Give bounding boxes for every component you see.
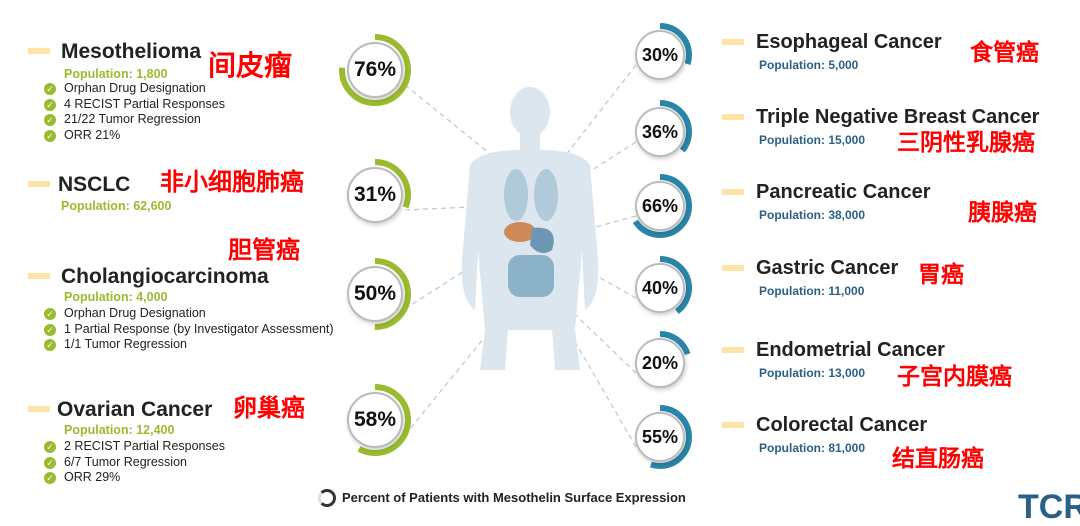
ring-icon	[318, 489, 336, 507]
bullet-text: 4 RECIST Partial Responses	[64, 96, 225, 111]
check-icon: ✓	[44, 456, 56, 469]
label-bar	[722, 265, 744, 271]
percent-circle: 76%	[347, 42, 403, 98]
chinese-label: 胃癌	[918, 262, 964, 288]
progress-ring	[339, 384, 411, 456]
chinese-label: 三阴性乳腺癌	[897, 130, 1035, 156]
check-icon: ✓	[44, 98, 56, 111]
percent-circle: 20%	[635, 338, 685, 388]
bullet-item: ✓ ORR 29%	[44, 470, 120, 486]
chinese-label: 结直肠癌	[892, 446, 984, 472]
progress-ring	[339, 159, 411, 231]
label-bar	[28, 406, 50, 412]
logo: TCR	[1018, 488, 1080, 526]
percent-circle: 31%	[347, 167, 403, 223]
population: Population: 11,000	[759, 284, 865, 298]
cancer-name: Cholangiocarcinoma	[61, 265, 269, 288]
organs-icon	[504, 169, 558, 297]
bullet-item: ✓ 21/22 Tumor Regression	[44, 112, 201, 128]
population: Population: 12,400	[64, 423, 175, 437]
bullet-item: ✓ 1 Partial Response (by Investigator Ass…	[44, 322, 334, 338]
percent-circle: 40%	[635, 263, 685, 313]
bullet-text: Orphan Drug Designation	[64, 81, 206, 95]
cancer-name: Endometrial Cancer	[756, 339, 945, 361]
bullet-text: Orphan Drug Designation	[64, 306, 206, 320]
check-icon: ✓	[44, 441, 56, 453]
population: Population: 5,000	[759, 58, 859, 72]
cancer-name: Ovarian Cancer	[57, 398, 213, 421]
check-icon: ✓	[44, 472, 56, 485]
bullet-item: ✓ Orphan Drug Designation	[44, 306, 206, 322]
percent-circle: 30%	[635, 30, 685, 80]
progress-ring	[628, 174, 692, 238]
label-bar	[722, 189, 744, 195]
cancer-name: Gastric Cancer	[756, 257, 899, 279]
check-icon: ✓	[44, 129, 56, 142]
cancer-name: Esophageal Cancer	[756, 31, 942, 53]
progress-ring	[339, 258, 411, 330]
body-diagram	[339, 23, 692, 469]
population: Population: 13,000	[759, 366, 866, 380]
legend: Percent of Patients with Mesothelin Surf…	[318, 489, 686, 507]
label-bar	[722, 422, 744, 428]
bullet-text: 21/22 Tumor Regression	[64, 112, 201, 127]
percent-circle: 58%	[347, 392, 403, 448]
chinese-label: 胆管癌	[228, 236, 300, 264]
bullet-text: 2 RECIST Partial Responses	[64, 439, 225, 453]
label-bar	[28, 181, 50, 187]
bullet-item: ✓ Orphan Drug Designation	[44, 81, 206, 97]
bullet-item: ✓ 4 RECIST Partial Responses	[44, 97, 225, 113]
cancer-name: NSCLC	[58, 173, 131, 196]
percent-circle: 36%	[635, 107, 685, 157]
cancer-name: Mesothelioma	[61, 40, 202, 63]
check-icon: ✓	[44, 323, 56, 336]
population: Population: 1,800	[64, 67, 168, 81]
chinese-label: 子宫内膜癌	[897, 364, 1012, 390]
bullet-text: 6/7 Tumor Regression	[64, 454, 187, 469]
percent-circle: 55%	[635, 412, 685, 462]
label-bar	[28, 48, 50, 54]
connector-line	[404, 234, 521, 310]
connector-line	[544, 289, 637, 448]
bullet-item: ✓ ORR 21%	[44, 128, 120, 144]
bullet-item: ✓ 2 RECIST Partial Responses	[44, 439, 225, 455]
legend-text: Percent of Patients with Mesothelin Surf…	[342, 490, 686, 505]
percent-circle: 50%	[347, 266, 403, 322]
bullet-text: 1/1 Tumor Regression	[64, 337, 187, 352]
percent-circle: 66%	[635, 181, 685, 231]
population: Population: 38,000	[759, 208, 866, 222]
progress-ring	[628, 100, 692, 164]
label-bar	[28, 273, 50, 279]
label-bar	[722, 347, 744, 353]
check-icon: ✓	[44, 114, 56, 127]
chinese-label: 非小细胞肺癌	[160, 168, 304, 196]
population: Population: 4,000	[64, 290, 168, 304]
cancer-name: Triple Negative Breast Cancer	[756, 106, 1040, 128]
bullet-item: ✓ 1/1 Tumor Regression	[44, 337, 187, 353]
chinese-label: 食管癌	[970, 40, 1039, 66]
progress-ring	[628, 405, 692, 469]
cancer-name: Colorectal Cancer	[756, 414, 928, 436]
bullet-text: ORR 21%	[64, 127, 121, 142]
chinese-label: 胰腺癌	[968, 200, 1037, 226]
check-icon: ✓	[44, 308, 56, 320]
cancer-name: Pancreatic Cancer	[756, 181, 931, 203]
progress-ring	[628, 256, 692, 320]
check-icon: ✓	[44, 339, 56, 352]
bullet-text: 1 Partial Response (by Investigator Asse…	[64, 321, 334, 336]
progress-ring	[628, 23, 692, 87]
progress-ring	[628, 331, 692, 395]
label-bar	[722, 114, 744, 120]
bullet-text: ORR 29%	[64, 470, 121, 485]
population: Population: 62,600	[61, 199, 172, 213]
chinese-label: 卵巢癌	[233, 394, 305, 422]
progress-ring	[339, 34, 411, 106]
population: Population: 15,000	[759, 133, 866, 147]
check-icon: ✓	[44, 83, 56, 95]
label-bar	[722, 39, 744, 45]
bullet-item: ✓ 6/7 Tumor Regression	[44, 455, 187, 471]
population: Population: 81,000	[759, 441, 866, 455]
chinese-label: 间皮瘤	[208, 49, 293, 82]
